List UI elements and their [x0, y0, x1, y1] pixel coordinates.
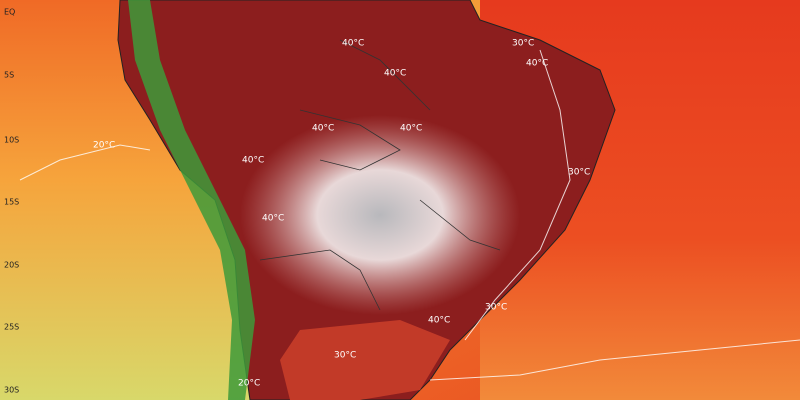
latitude-label: 5S — [4, 71, 14, 80]
contour-lines — [19, 49, 800, 381]
latitude-label: EQ — [4, 8, 15, 17]
andes — [128, 0, 255, 400]
contour-label: 40°C — [262, 214, 284, 224]
contour-label: 40°C — [342, 39, 364, 49]
latitude-label: 25S — [4, 323, 19, 332]
contour-label: 30°C — [512, 39, 534, 49]
contour-label: 20°C — [93, 141, 115, 151]
contour-label: 40°C — [526, 59, 548, 69]
contour-label: 40°C — [312, 124, 334, 134]
latitude-label: 15S — [4, 198, 19, 207]
contour-label: 40°C — [400, 124, 422, 134]
southern-region — [280, 320, 450, 400]
latitude-label: 20S — [4, 261, 19, 270]
contour-label: 30°C — [568, 168, 590, 178]
labels: EQ 5S 10S 15S 20S 25S 30S 40°C 30°C 40°C 40°C 40°C 4… — [4, 8, 590, 395]
contour-label: 40°C — [242, 156, 264, 166]
contour-label: 30°C — [485, 303, 507, 313]
latitude-label: 30S — [4, 386, 19, 395]
contour-label: 40°C — [428, 316, 450, 326]
latitude-label: 10S — [4, 136, 19, 145]
hot-interior — [240, 115, 520, 315]
contour-label: 40°C — [384, 69, 406, 79]
contour-label: 30°C — [334, 351, 356, 361]
borders — [259, 39, 501, 311]
contour-label: 20°C — [238, 379, 260, 389]
